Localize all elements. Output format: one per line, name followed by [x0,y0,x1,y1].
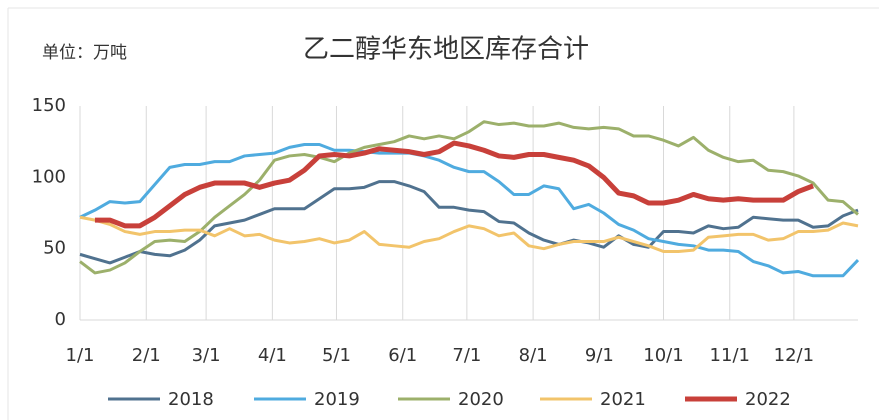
series-line [79,143,860,278]
series-line [79,120,859,275]
x-tick-label: 2/1 [132,345,161,366]
legend-label: 2019 [314,389,360,410]
legend-label: 2018 [168,389,214,410]
x-tick-label: 3/1 [192,345,221,366]
y-tick-label: 150 [32,95,66,116]
legend-label: 2021 [600,389,646,410]
x-tick-label: 4/1 [258,345,287,366]
x-tick-label: 5/1 [322,345,351,366]
y-tick-label: 0 [55,309,66,330]
x-tick-label: 7/1 [452,345,481,366]
x-tick-label: 9/1 [585,345,614,366]
x-tick-label: 12/1 [774,345,814,366]
series-line [94,140,815,229]
x-tick-label: 8/1 [519,345,548,366]
chart-title: 乙二醇华东地区库存合计 [303,35,589,65]
series-line [79,180,859,265]
x-tick-label: 1/1 [66,345,95,366]
x-tick-label: 10/1 [643,345,683,366]
y-tick-label: 100 [32,166,66,187]
legend-label: 2020 [458,389,504,410]
x-tick-label: 6/1 [388,345,417,366]
legend-label: 2022 [745,389,791,410]
series-line [79,215,859,254]
x-tick-label: 11/1 [710,345,750,366]
unit-label: 单位：万吨 [42,43,127,63]
y-tick-label: 50 [43,238,66,259]
